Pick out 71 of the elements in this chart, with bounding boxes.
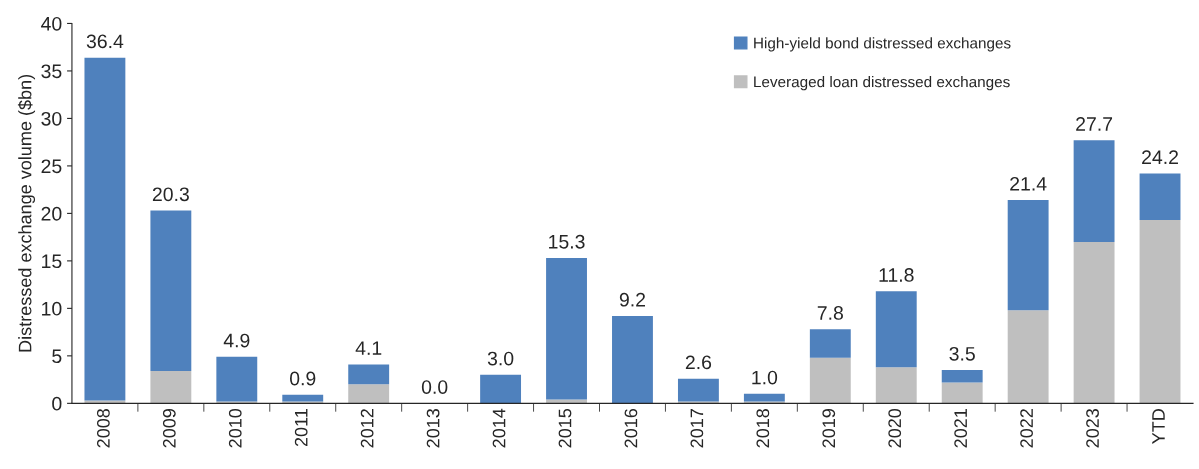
bar: [1139, 173, 1181, 221]
y-tick-label: 15: [42, 254, 62, 269]
total-label: 7.8: [817, 306, 843, 320]
x-tick-label: YTD: [1152, 409, 1165, 444]
bar: [875, 291, 917, 368]
bar: [480, 374, 522, 404]
x-tick-label: 2021: [954, 409, 968, 448]
total-label: 21.4: [1010, 176, 1047, 191]
x-tick-label: 2011: [294, 409, 308, 447]
bar: [1073, 241, 1115, 404]
total-label: 0.9: [289, 371, 316, 386]
total-label: 36.4: [86, 34, 124, 49]
x-tick-label: 2018: [756, 408, 770, 448]
y-tick-label: 20: [41, 206, 62, 221]
bar: [84, 400, 126, 404]
x-tick-label: 2010: [228, 408, 242, 448]
bar: [1007, 310, 1049, 404]
x-tick-label: 2023: [1086, 408, 1099, 448]
x-tick-label: 2015: [558, 408, 572, 448]
x-tick-label: 2012: [360, 409, 374, 448]
bar: [875, 367, 917, 404]
x-tick-label: 2016: [624, 408, 638, 448]
total-label: 9.2: [619, 292, 646, 307]
x-tick-label: 2013: [426, 408, 440, 448]
bar: [84, 57, 126, 401]
y-tick-label: 5: [52, 349, 62, 364]
x-tick-label: 2009: [162, 409, 176, 448]
total-label: 24.2: [1142, 150, 1178, 164]
legend-label: Leveraged loan distressed exchanges: [754, 76, 1010, 91]
bar: [809, 329, 851, 358]
y-tick-label: 10: [42, 301, 62, 316]
bar: [677, 378, 719, 402]
y-axis-title: Distressed exchange volume ($bn): [17, 75, 36, 352]
total-label: 4.9: [223, 333, 250, 348]
legend-label: High-yield bond distressed exchanges: [754, 37, 1011, 52]
x-tick-label: 2008: [96, 408, 110, 448]
x-tick-label: 2014: [492, 408, 506, 448]
bar: [216, 356, 258, 402]
bar: [809, 357, 851, 404]
bar: [282, 394, 324, 402]
bar: [743, 393, 785, 402]
bar: [546, 258, 587, 400]
y-tick-label: 30: [41, 111, 62, 126]
bar: [941, 382, 983, 404]
y-tick-label: 40: [41, 16, 62, 31]
y-tick-label: 25: [41, 159, 62, 174]
total-label: 0.0: [421, 380, 448, 394]
total-label: 15.3: [549, 234, 585, 249]
bar: [612, 315, 653, 404]
bar: [348, 384, 390, 404]
bar: [1139, 220, 1181, 404]
total-label: 27.7: [1076, 117, 1113, 131]
total-label: 4.1: [355, 341, 382, 355]
total-label: 20.3: [152, 187, 189, 202]
total-label: 3.0: [487, 351, 514, 366]
total-label: 2.6: [685, 355, 712, 370]
y-tick-label: 35: [41, 64, 62, 79]
bar: [150, 210, 192, 372]
y-tick-label: 0: [52, 396, 62, 411]
total-label: 1.0: [752, 370, 778, 385]
bar: [1073, 140, 1115, 242]
bar: [348, 364, 390, 385]
bar: [150, 371, 192, 404]
x-tick-label: 2019: [822, 409, 836, 448]
bar: [1007, 200, 1049, 311]
total-label: 11.8: [879, 268, 914, 282]
x-tick-label: 2020: [888, 408, 902, 448]
total-label: 3.5: [949, 346, 975, 361]
bar: [941, 370, 983, 383]
x-tick-label: 2017: [690, 409, 704, 448]
x-tick-label: 2022: [1020, 409, 1033, 448]
